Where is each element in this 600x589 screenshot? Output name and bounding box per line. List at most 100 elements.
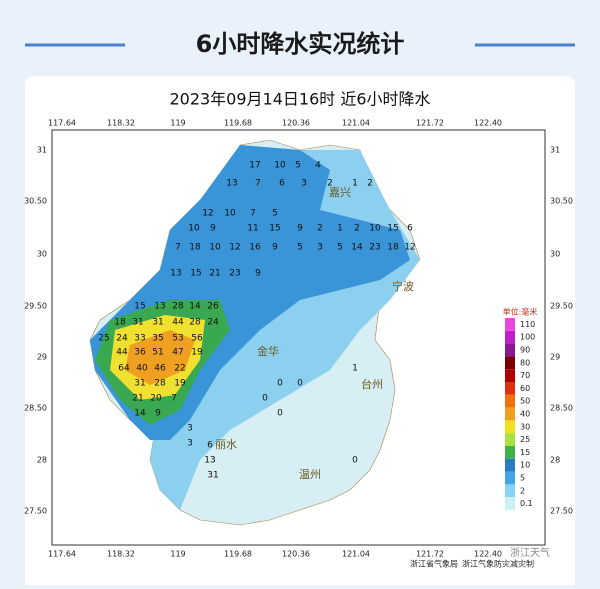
lat-label: 30.50 (24, 197, 47, 206)
station-value: 17 (249, 161, 260, 171)
station-value: 9 (272, 243, 278, 253)
credit: 浙江气象防灾减灾制 (462, 559, 534, 569)
credit: 浙江省气象局 (410, 559, 458, 569)
station-value: 18 (114, 318, 126, 328)
lon-label: 117.64 (48, 550, 76, 559)
station-value: 28 (172, 302, 184, 312)
lon-label: 122.40 (474, 119, 502, 128)
legend-swatch (505, 318, 515, 331)
station-value: 7 (175, 243, 181, 253)
lat-label: 28 (37, 456, 47, 465)
station-value: 23 (369, 243, 380, 253)
lat-label: 28.50 (24, 404, 47, 413)
legend-label: 70 (520, 371, 530, 380)
station-value: 13 (226, 179, 237, 189)
station-value: 4 (315, 161, 321, 171)
legend-swatch (505, 407, 515, 421)
station-value: 44 (116, 348, 128, 358)
station-value: 14 (189, 302, 201, 312)
station-value: 2 (367, 179, 373, 189)
lon-label: 118.32 (107, 550, 135, 559)
station-value: 14 (351, 243, 363, 253)
legend-label: 80 (520, 358, 530, 367)
legend-label: 2 (520, 486, 525, 495)
station-value: 25 (98, 334, 109, 344)
station-value: 3 (187, 424, 193, 434)
station-value: 28 (154, 379, 166, 389)
station-value: 3 (301, 179, 307, 189)
lon-label: 121.04 (342, 550, 370, 559)
station-value: 20 (150, 394, 162, 404)
station-value: 7 (250, 209, 256, 219)
legend-swatch (505, 420, 515, 434)
station-value: 56 (191, 334, 203, 344)
legend-swatch (505, 497, 515, 510)
legend-swatch (505, 394, 515, 408)
station-value: 15 (387, 224, 398, 234)
legend-label: 40 (520, 410, 530, 419)
station-value: 9 (255, 269, 261, 279)
legend-label: 50 (520, 397, 530, 406)
station-value: 9 (210, 224, 216, 234)
lat-label: 29.50 (24, 302, 47, 311)
lon-label: 120.36 (282, 550, 310, 559)
city-label: 丽水 (215, 438, 237, 451)
station-value: 18 (387, 243, 399, 253)
station-value: 5 (297, 243, 303, 253)
station-value: 28 (189, 318, 201, 328)
station-value: 6 (279, 179, 285, 189)
station-value: 3 (317, 243, 323, 253)
station-value: 64 (118, 364, 130, 374)
station-value: 22 (174, 364, 185, 374)
legend-unit: 单位:毫米 (503, 307, 538, 317)
station-value: 1 (352, 179, 358, 189)
station-value: 16 (249, 243, 261, 253)
station-value: 19 (191, 348, 203, 358)
station-value: 33 (134, 334, 145, 344)
legend-label: 100 (520, 333, 535, 342)
station-value: 53 (172, 334, 183, 344)
lon-label: 121.72 (416, 119, 444, 128)
city-label: 嘉兴 (329, 185, 351, 199)
lon-label: 117.64 (48, 119, 76, 128)
legend-label: 0.1 (520, 499, 533, 508)
station-value: 13 (154, 302, 165, 312)
station-value: 12 (404, 243, 415, 253)
station-value: 10 (369, 224, 381, 234)
legend-swatch (505, 356, 515, 370)
station-value: 1 (337, 224, 343, 234)
station-value: 47 (172, 348, 183, 358)
lon-label: 119 (170, 119, 185, 128)
station-value: 40 (136, 364, 148, 374)
station-value: 10 (188, 224, 200, 234)
station-value: 6 (207, 441, 213, 451)
lat-label: 29 (37, 353, 47, 362)
lon-label: 119.68 (224, 119, 252, 128)
station-value: 21 (209, 269, 220, 279)
station-value: 15 (134, 302, 145, 312)
station-value: 0 (352, 456, 358, 466)
station-value: 9 (297, 224, 303, 234)
legend-swatch (505, 446, 515, 459)
station-value: 1 (352, 364, 358, 374)
station-value: 26 (207, 302, 219, 312)
station-value: 10 (224, 209, 236, 219)
city-label: 金华 (257, 344, 279, 358)
lat-label: 27.50 (550, 507, 573, 516)
station-value: 5 (337, 243, 343, 253)
station-value: 13 (204, 456, 215, 466)
legend-label: 90 (520, 346, 530, 355)
station-value: 13 (170, 269, 181, 279)
station-value: 6 (407, 224, 413, 234)
lat-label: 29.50 (550, 302, 573, 311)
rain-area (125, 330, 195, 385)
legend-label: 15 (520, 448, 530, 457)
station-value: 51 (152, 348, 163, 358)
station-value: 44 (172, 318, 184, 328)
legend-label: 110 (520, 320, 535, 329)
station-value: 9 (155, 409, 161, 419)
legend-label: 60 (520, 384, 530, 393)
station-value: 15 (269, 224, 280, 234)
legend-swatch (505, 330, 515, 344)
